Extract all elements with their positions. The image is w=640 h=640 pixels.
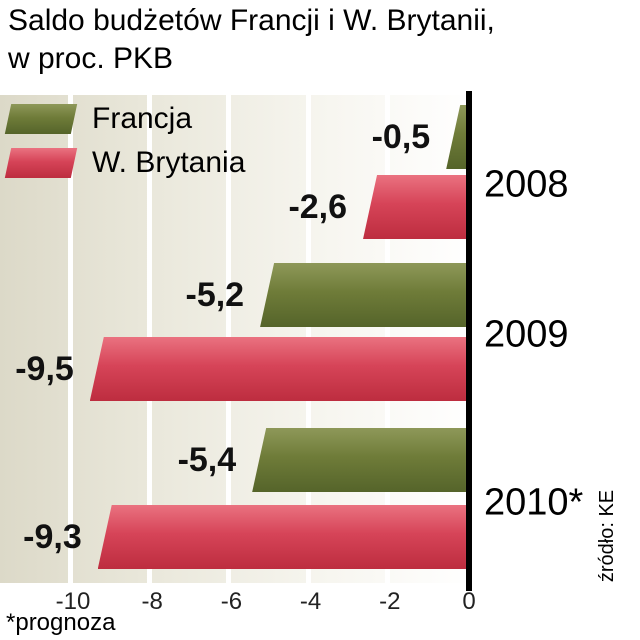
chart-title: Saldo budżetów Francji i W. Brytanii, w …: [8, 2, 495, 79]
bar-value-label: -5,4: [177, 441, 237, 479]
bar-value-label: -9,3: [23, 518, 82, 556]
gridline--10: [68, 95, 73, 583]
bar-francja-2009: [260, 263, 466, 327]
x-tick-label--2: -2: [379, 588, 401, 615]
legend-label-francja: Francja: [92, 102, 193, 135]
legend-label-brytania: W. Brytania: [92, 146, 246, 179]
category-label-2009: 2009: [484, 313, 569, 356]
bar-brytania-2010: [97, 505, 466, 569]
bar-value-label: -9,5: [15, 350, 74, 388]
source-label: źródło: KE: [596, 489, 618, 583]
chart-title-line1: Saldo budżetów Francji i W. Brytanii,: [8, 4, 495, 37]
bar-value-label: -0,5: [371, 118, 431, 156]
legend-item-francja: Francja: [4, 102, 245, 135]
x-tick-label--6: -6: [220, 588, 243, 615]
x-tick-label--4: -4: [299, 588, 322, 615]
bar-brytania-2008: [363, 175, 466, 239]
legend-swatch-brytania: [4, 148, 78, 178]
bar-brytania-2009: [89, 337, 466, 401]
bar-value-label: -2,6: [288, 188, 348, 226]
x-tick-label-0: 0: [462, 588, 476, 615]
legend: Francja W. Brytania: [4, 102, 246, 191]
category-label-2008: 2008: [484, 163, 569, 206]
x-tick-label--10: -10: [55, 588, 91, 615]
x-tick-label--8: -8: [141, 588, 163, 615]
chart-title-line2: w proc. PKB: [8, 42, 174, 76]
plot-area: -0,5 -5,2 -5,4 -2,6 -9,5 -9,3: [0, 91, 474, 591]
axis-line: [466, 91, 472, 591]
legend-swatch-francja: [4, 104, 78, 134]
bar-francja-2010: [252, 428, 466, 492]
bar-value-label: -5,2: [185, 276, 245, 314]
footnote: *prognoza: [6, 609, 116, 636]
bar-francja-2008: [446, 105, 466, 169]
legend-item-brytania: W. Brytania: [4, 146, 246, 179]
category-label-2010: 2010*: [484, 481, 584, 524]
